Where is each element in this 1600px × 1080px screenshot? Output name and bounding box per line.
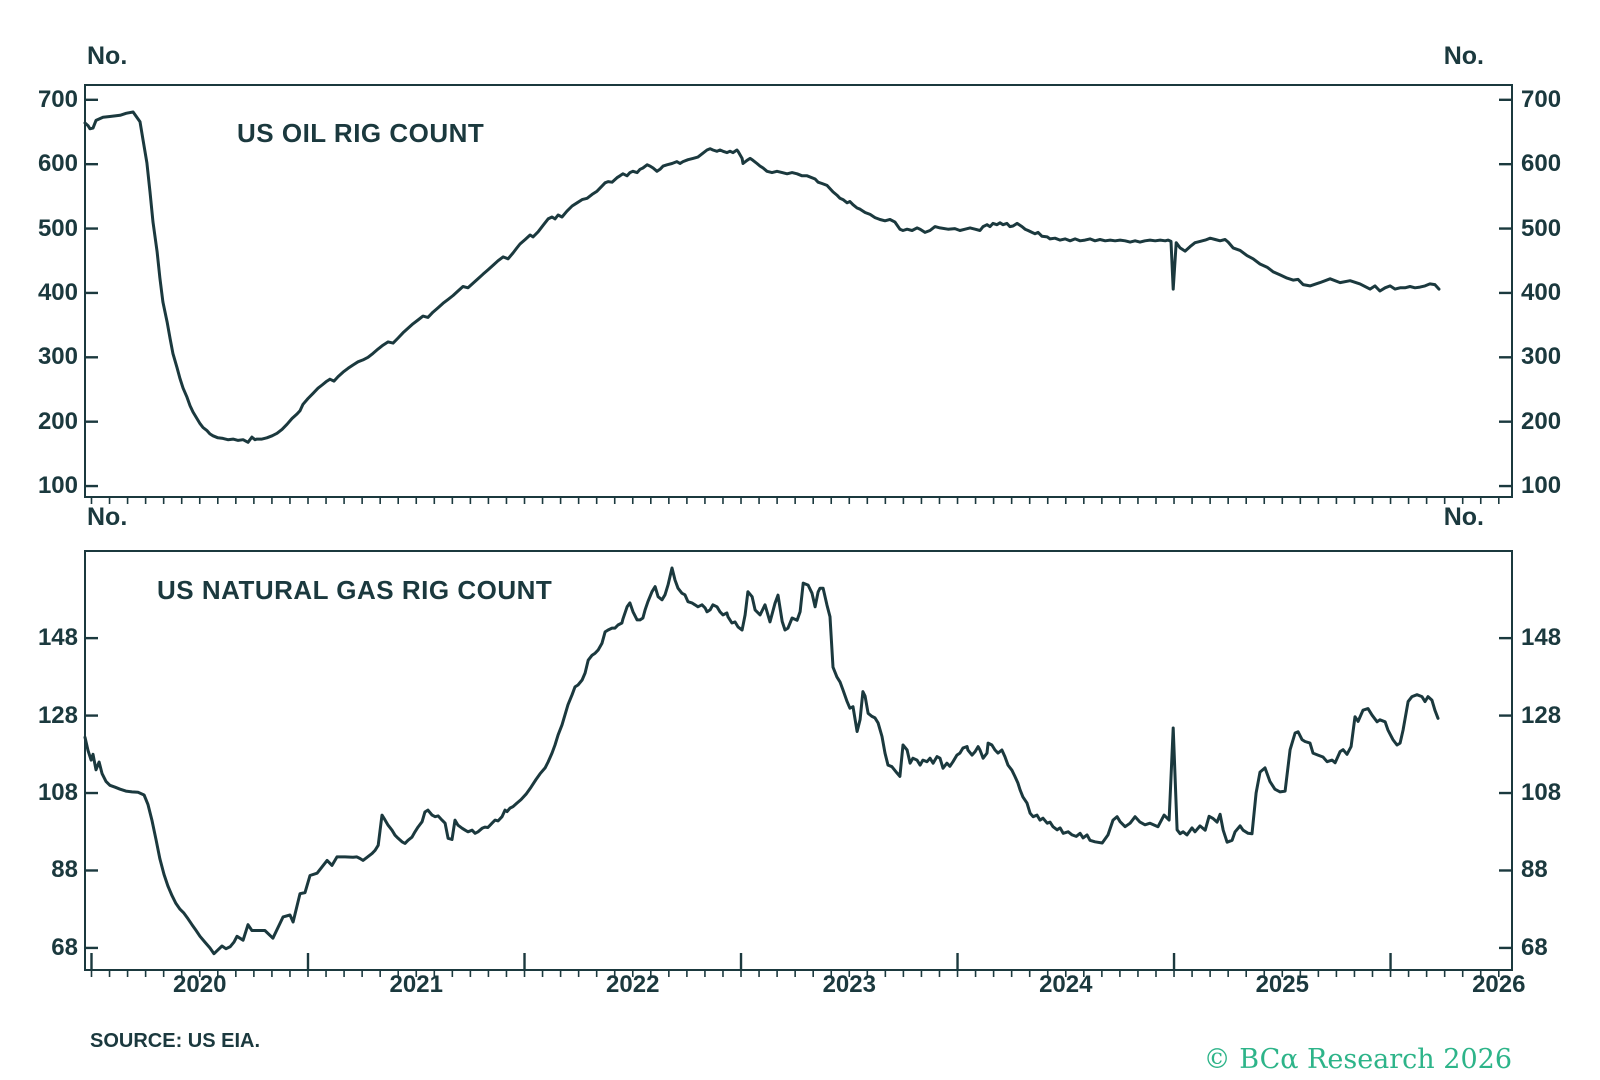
x-axis-year-label: 2021	[389, 971, 443, 998]
oil-ytick-label-right: 200	[1521, 407, 1562, 435]
gas-ytick-label-left: 88	[51, 856, 78, 884]
oil-plot-frame	[84, 84, 1513, 498]
oil-ytick-label-right: 300	[1521, 343, 1562, 371]
copyright-note: © BCα Research 2026	[1203, 1044, 1512, 1075]
oil-series-line	[83, 110, 1441, 444]
oil-ytick-label-left: 600	[37, 150, 78, 178]
oil-ytick-label-right: 100	[1521, 472, 1562, 500]
gas-ytick-label-left: 148	[37, 624, 78, 652]
x-axis-year-label: 2023	[822, 971, 876, 998]
oil-unit-label-right: No.	[1443, 42, 1484, 70]
gas-ytick-label-left: 108	[37, 779, 78, 807]
oil-ytick-label-left: 200	[37, 407, 78, 435]
oil-ytick-label-left: 700	[37, 85, 78, 113]
oil-ytick-label-right: 400	[1521, 278, 1562, 306]
gas-ytick-label-right: 68	[1521, 933, 1548, 961]
gas-ytick-label-right: 108	[1521, 779, 1562, 807]
x-axis-year-label: 2025	[1255, 971, 1309, 998]
oil-unit-label-left: No.	[87, 42, 128, 70]
gas-ytick-label-right: 148	[1521, 624, 1562, 652]
oil-ytick-label-left: 100	[37, 472, 78, 500]
oil-ytick-label-left: 400	[37, 278, 78, 306]
oil-ytick-label-left: 300	[37, 343, 78, 371]
gas-ytick-label-right: 128	[1521, 701, 1562, 729]
gas-ytick-label-left: 128	[37, 701, 78, 729]
gas-series-line	[83, 566, 1440, 956]
source-note: SOURCE: US EIA.	[90, 1030, 261, 1052]
oil-ytick-label-left: 500	[37, 214, 78, 242]
oil-ytick-label-right: 700	[1521, 85, 1562, 113]
x-axis-year-label: 2026	[1472, 971, 1526, 998]
gas-ytick-label-left: 68	[51, 933, 78, 961]
x-axis-year-label: 2020	[173, 971, 227, 998]
oil-ytick-label-right: 500	[1521, 214, 1562, 242]
x-axis-year-label: 2024	[1039, 971, 1093, 998]
gas-ytick-label-right: 88	[1521, 856, 1548, 884]
gas-plot-frame	[84, 550, 1513, 971]
oil-ytick-label-right: 600	[1521, 150, 1562, 178]
gas-chart-title: US NATURAL GAS RIG COUNT	[157, 575, 553, 605]
x-axis-year-label: 2022	[606, 971, 660, 998]
gas-unit-label-right: No.	[1443, 503, 1484, 531]
oil-chart-title: US OIL RIG COUNT	[237, 118, 485, 148]
gas-unit-label-left: No.	[87, 503, 128, 531]
